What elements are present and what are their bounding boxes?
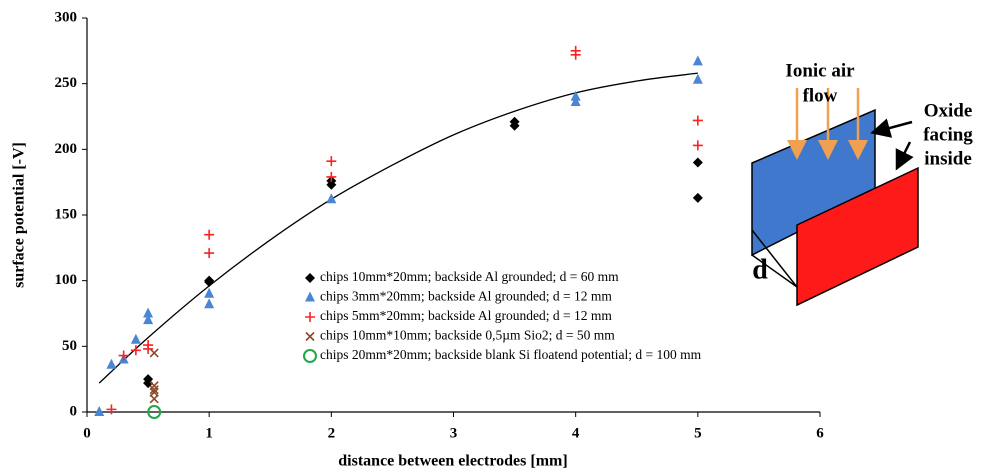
pointer-arrow [895,141,914,171]
plate-edge [751,254,798,288]
point [692,157,703,168]
point [143,307,154,318]
point [204,276,215,287]
point [130,345,141,356]
legend-marker [305,331,315,342]
legend-label: chips 10mm*20mm; backside Al grounded; d… [320,269,619,284]
point [149,385,159,395]
diagram-label: d [752,254,768,285]
x-axis-title: distance between electrodes [mm] [338,453,567,470]
point [130,333,141,344]
y-tick-label: 100 [55,272,78,288]
point [204,298,215,309]
x-tick-label: 4 [572,425,580,441]
diagram: Ionic air flow Oxide facing inside d [751,60,973,307]
diagram-label: Ionic air [785,60,855,81]
y-tick-label: 50 [62,338,77,354]
point [692,55,703,66]
point [570,49,581,60]
point [692,192,703,203]
point [204,248,215,259]
point [326,171,337,182]
legend-label: chips 5mm*20mm; backside Al grounded; d … [320,308,612,323]
diagram-label: flow [803,85,838,106]
diagram-label: facing [923,124,973,145]
point [570,96,581,107]
point [118,350,129,361]
y-tick-label: 300 [55,9,78,25]
point [106,358,117,369]
legend-marker [305,312,315,322]
y-axis-title: surface potential [-V] [11,142,28,288]
point [692,115,703,126]
point [326,156,337,167]
legend-marker [305,273,315,283]
point [326,179,337,190]
point [94,406,105,416]
x-tick-label: 3 [450,425,458,441]
legend-label: chips 20mm*20mm; backside blank Si float… [320,347,702,362]
point [509,120,520,131]
y-tick-label: 200 [55,141,78,157]
legend-marker [303,349,317,363]
plate-edge [751,229,798,288]
x-tick-label: 0 [83,425,91,441]
x-tick-label: 6 [816,425,824,441]
x-tick-label: 2 [328,425,336,441]
point [570,90,581,101]
diagram-label: inside [924,148,972,169]
y-tick-label: 250 [55,75,78,91]
point [692,140,703,151]
pointer-arrow [870,118,913,138]
y-tick-label: 150 [55,206,78,222]
trendline [98,72,698,384]
y-tick-label: 0 [70,403,78,419]
point [147,405,162,419]
point [204,287,215,298]
point [149,348,159,358]
point [204,229,215,240]
point [326,193,337,204]
diagram-label: Oxide [924,100,973,121]
x-tick-label: 5 [694,425,702,441]
legend-label: chips 3mm*20mm; backside Al grounded; d … [320,289,612,304]
point [143,314,154,325]
legend-marker [305,291,315,302]
legend-label: chips 10mm*10mm; backside 0,5µm Sio2; d … [320,328,615,343]
point [106,404,117,415]
red-plate [796,166,919,307]
x-tick-label: 1 [205,425,213,441]
point [149,387,159,397]
point [143,343,154,354]
point [149,381,159,391]
point [692,73,703,84]
point [149,394,159,404]
